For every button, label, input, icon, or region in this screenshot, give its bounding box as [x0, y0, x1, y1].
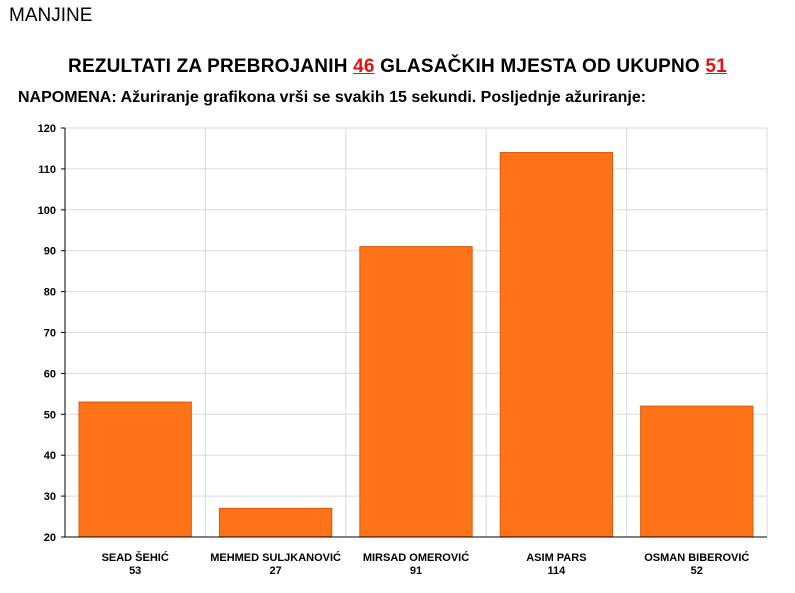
bar	[499, 152, 614, 538]
y-tick-label: 120	[38, 123, 56, 135]
value-label: 27	[269, 565, 281, 577]
headline-middle: GLASAČKIH MJESTA OD UKUPNO	[380, 56, 700, 77]
section-label: MANJINE	[9, 5, 93, 26]
results-headline: REZULTATI ZA PREBROJANIH 46 GLASAČKIH MJ…	[0, 56, 795, 78]
category-label: MIRSAD OMEROVIĆ	[363, 551, 469, 564]
y-tick-label: 110	[38, 164, 56, 176]
category-label: MEHMED SULJKANOVIĆ	[210, 551, 341, 564]
category-label: OSMAN BIBEROVIĆ	[644, 551, 749, 564]
bar	[78, 401, 192, 538]
bar	[359, 246, 473, 538]
y-tick-label: 40	[44, 450, 56, 462]
axes	[61, 127, 767, 538]
y-tick-label: 90	[44, 246, 56, 258]
category-label: ASIM PARS	[526, 552, 586, 564]
category-label: SEAD ŠEHIĆ	[102, 551, 169, 564]
headline-prefix: REZULTATI ZA PREBROJANIH	[68, 56, 348, 77]
value-label: 91	[410, 565, 422, 577]
value-label: 114	[548, 565, 567, 577]
y-tick-labels: 20 30 40 50 60 70 80 90 100 110 120	[38, 123, 56, 544]
y-tick-label: 100	[38, 205, 56, 217]
y-tick-label: 30	[44, 491, 56, 503]
total-stations: 51	[705, 56, 727, 77]
counted-stations: 46	[353, 56, 375, 77]
y-tick-label: 50	[44, 409, 56, 421]
bar	[640, 405, 754, 538]
value-label: 53	[129, 565, 141, 577]
y-tick-label: 70	[44, 328, 56, 340]
bars	[78, 152, 754, 538]
value-label: 52	[691, 565, 703, 577]
y-tick-label: 80	[44, 287, 56, 299]
update-note: NAPOMENA: Ažuriranje grafikona vrši se s…	[18, 89, 647, 106]
y-tick-label: 20	[44, 532, 56, 544]
bar	[218, 507, 333, 538]
y-tick-label: 60	[44, 368, 56, 380]
